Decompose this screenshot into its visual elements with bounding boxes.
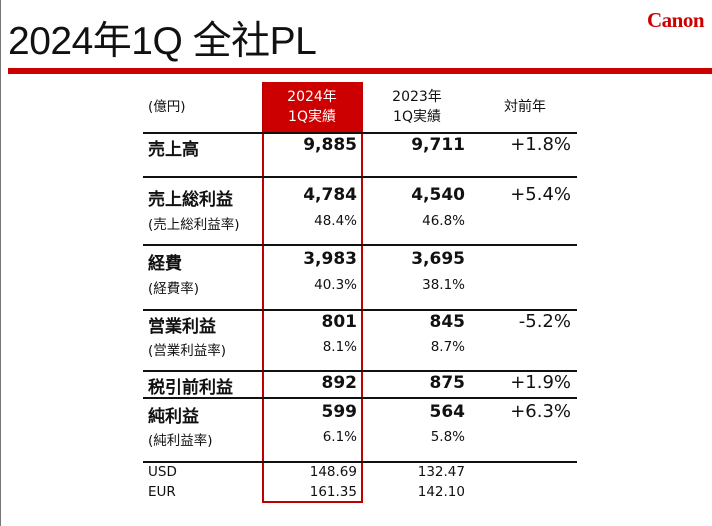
sub-value-2023: 8.7% <box>430 339 465 355</box>
unit-label: (億円) <box>148 99 186 115</box>
highlight-header <box>263 82 361 132</box>
sub-label: (純利益率) <box>148 433 213 449</box>
row-label: 税引前利益 <box>148 378 233 398</box>
sub-value-2024: 40.3% <box>314 277 357 293</box>
fx-value-2023: 132.47 <box>417 464 465 480</box>
row-label: 売上高 <box>148 140 199 160</box>
value-2023: 9,711 <box>411 135 465 155</box>
value-2023: 3,695 <box>411 249 465 269</box>
sub-value-2024: 6.1% <box>322 429 357 445</box>
col-header-2024: 2024年 1Q実績 <box>263 87 361 127</box>
row-divider <box>143 132 577 134</box>
row-divider <box>143 461 577 463</box>
sub-value-2023: 46.8% <box>422 213 465 229</box>
canon-logo: Canon <box>646 8 705 32</box>
row-label: 営業利益 <box>148 317 216 337</box>
col-header-2023: 2023年 1Q実績 <box>368 87 466 127</box>
row-divider <box>143 176 577 178</box>
value-2024: 892 <box>321 373 358 393</box>
sub-label: (経費率) <box>148 281 200 297</box>
sub-label: (売上総利益率) <box>148 217 240 233</box>
sub-value-2023: 5.8% <box>430 429 465 445</box>
value-yoy: +1.8% <box>510 134 571 155</box>
fx-label: USD <box>148 464 177 480</box>
sub-value-2024: 48.4% <box>314 213 357 229</box>
row-divider <box>143 397 577 399</box>
col-header-line: 1Q実績 <box>393 109 441 125</box>
slide-border <box>0 0 1 526</box>
value-yoy: +5.4% <box>510 184 571 205</box>
fx-value-2023: 142.10 <box>417 484 465 500</box>
title-divider <box>8 68 712 74</box>
row-divider <box>143 370 577 372</box>
row-label: 売上総利益 <box>148 190 233 210</box>
fx-label: EUR <box>148 484 176 500</box>
row-label: 経費 <box>148 254 182 274</box>
value-2023: 4,540 <box>411 185 465 205</box>
value-2024: 599 <box>321 402 358 422</box>
col-header-line: 1Q実績 <box>288 109 336 125</box>
sub-value-2023: 38.1% <box>422 277 465 293</box>
value-2023: 564 <box>429 402 466 422</box>
col-header-line: 2024年 <box>287 89 337 105</box>
value-yoy: +1.9% <box>510 372 571 393</box>
row-divider <box>143 309 577 311</box>
highlight-column-box <box>262 82 363 503</box>
sub-value-2024: 8.1% <box>322 339 357 355</box>
sub-label: (営業利益率) <box>148 343 227 359</box>
fx-value-2024: 161.35 <box>309 484 357 500</box>
col-header-line: 2023年 <box>392 89 442 105</box>
row-label: 純利益 <box>148 407 199 427</box>
value-2024: 801 <box>321 312 358 332</box>
value-2023: 845 <box>429 312 466 332</box>
value-yoy: -5.2% <box>518 311 571 332</box>
value-2023: 875 <box>429 373 466 393</box>
value-2024: 3,983 <box>303 249 357 269</box>
value-2024: 4,784 <box>303 185 357 205</box>
col-header-yoy: 対前年 <box>504 99 546 115</box>
row-divider <box>143 244 577 246</box>
value-yoy: +6.3% <box>510 401 571 422</box>
fx-value-2024: 148.69 <box>309 464 357 480</box>
page-title: 2024年1Q 全社PL <box>8 20 317 63</box>
value-2024: 9,885 <box>303 135 357 155</box>
